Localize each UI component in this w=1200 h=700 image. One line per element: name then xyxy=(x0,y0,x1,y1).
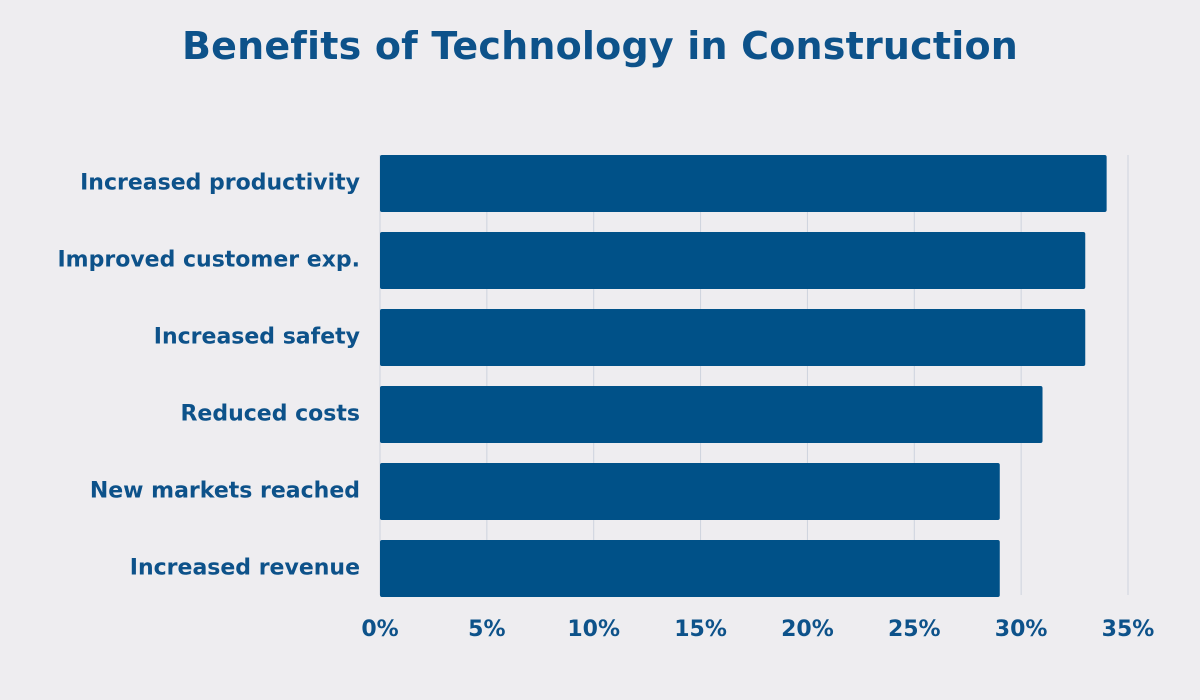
bar-reduced-costs xyxy=(380,386,1043,443)
bar-increased-safety xyxy=(380,309,1086,366)
category-label: Reduced costs xyxy=(180,402,360,427)
x-tick-label: 35% xyxy=(1102,617,1155,642)
x-tick-label: 20% xyxy=(781,617,834,642)
x-tick-label: 0% xyxy=(361,617,398,642)
bar-new-markets-reached xyxy=(380,463,1000,520)
chart-title: Benefits of Technology in Construction xyxy=(181,24,1019,68)
category-label: New markets reached xyxy=(90,479,360,504)
bars xyxy=(380,155,1107,597)
x-tick-label: 15% xyxy=(674,617,727,642)
x-tick-label: 25% xyxy=(888,617,941,642)
category-label: Improved customer exp. xyxy=(58,248,361,273)
x-tick-label: 30% xyxy=(995,617,1048,642)
x-tick-label: 5% xyxy=(468,617,505,642)
bar-increased-revenue xyxy=(380,540,1000,597)
bar-improved-customer-exp xyxy=(380,232,1086,289)
x-tick-label: 10% xyxy=(567,617,620,642)
category-label: Increased productivity xyxy=(80,171,360,196)
bar-increased-productivity xyxy=(380,155,1107,212)
category-labels: Increased productivity Improved customer … xyxy=(58,171,361,581)
x-axis-ticks: 0% 5% 10% 15% 20% 25% 30% 35% xyxy=(361,617,1154,642)
category-label: Increased safety xyxy=(154,325,360,350)
category-label: Increased revenue xyxy=(130,556,360,581)
grid-lines xyxy=(379,155,1129,595)
